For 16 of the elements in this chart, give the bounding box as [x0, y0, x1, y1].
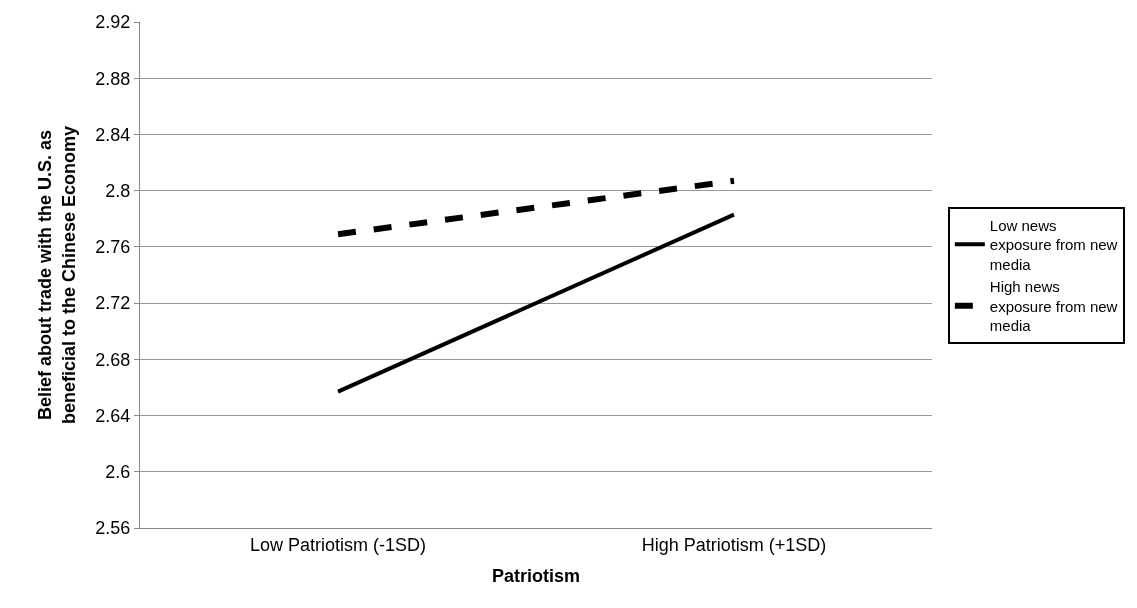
y-tick-label: 2.8 [105, 180, 131, 201]
x-tick-label: High Patriotism (+1SD) [641, 534, 827, 555]
y-tick-label: 2.88 [95, 68, 131, 89]
y-tick-label: 2.68 [95, 349, 131, 370]
y-tick-label: 2.76 [95, 237, 131, 258]
y-tick-label: 2.84 [95, 124, 131, 145]
y-tick-label: 2.72 [95, 293, 131, 314]
y-tick-label: 2.56 [95, 518, 131, 539]
legend-label: High news exposure from new media [989, 278, 1118, 335]
y-tick-label: 2.64 [95, 405, 131, 426]
legend-label: Low news exposure from new media [989, 216, 1118, 273]
y-axis-title: Belief about trade with the U.S. as beneficial to the Chinese Economy [35, 125, 79, 425]
y-tick-label: 2.6 [105, 462, 131, 483]
y-tick-label: 2.92 [95, 12, 131, 33]
x-tick-label: Low Patriotism (-1SD) [249, 534, 427, 555]
x-axis-title: Patriotism [491, 565, 581, 586]
